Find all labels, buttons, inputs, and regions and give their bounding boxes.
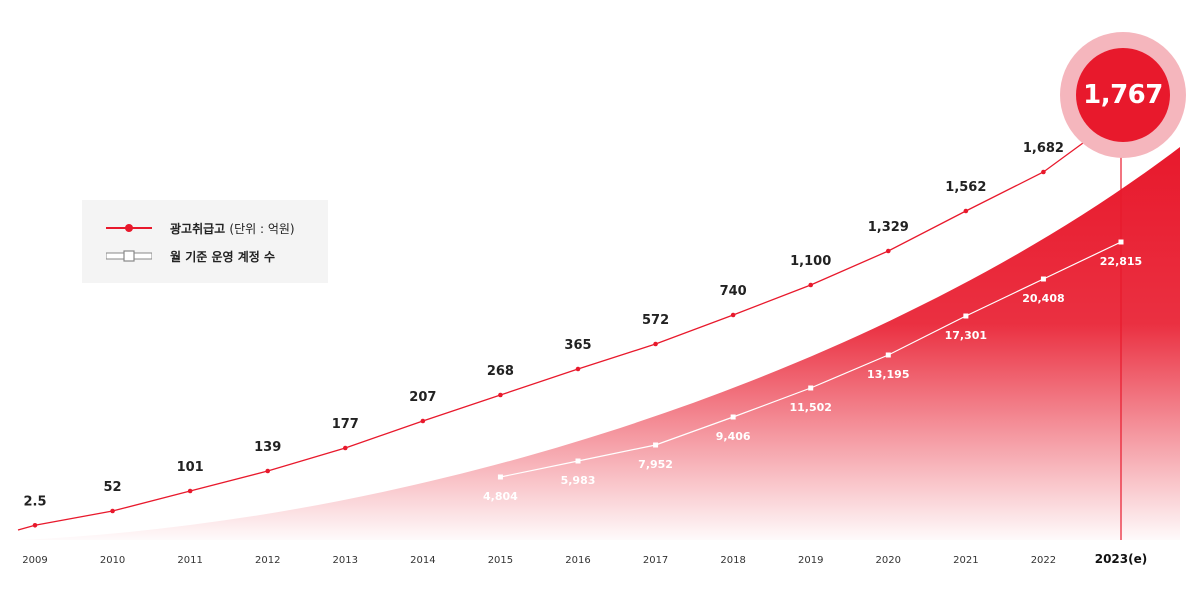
ad-revenue-label: 268 [487,364,514,379]
x-tick-label: 2010 [100,555,125,566]
ad-revenue-point [342,445,348,451]
accounts-point [963,313,969,319]
ad-revenue-point [110,508,115,514]
ad-revenue-point [885,248,891,254]
ad-revenue-point [730,312,736,318]
x-tick-label: 2022 [1031,555,1056,566]
ad-revenue-label: 1,562 [945,180,986,195]
ad-revenue-label: 207 [409,390,436,405]
accounts-label: 13,195 [867,368,909,381]
accounts-point [653,442,659,448]
x-tick-label: 2012 [255,555,280,566]
highlight-value: 1,767 [1083,80,1163,110]
x-tick-label: 2015 [488,555,513,566]
x-tick-label: 2016 [565,555,590,566]
x-tick-label: 2009 [22,555,47,566]
legend-item-accounts: 월 기준 운영 계정 수 [106,246,275,266]
accounts-point [885,352,891,358]
x-tick-label: 2014 [410,555,435,566]
accounts-label: 9,406 [716,430,751,443]
ad-revenue-point [653,341,658,347]
legend-label-ad-revenue: 광고취급고 (단위 : 억원) [170,221,295,236]
ad-revenue-label: 101 [177,460,204,475]
ad-revenue-point [420,418,426,424]
x-tick-label: 2020 [876,555,901,566]
accounts-point [808,385,814,391]
ad-revenue-point [498,392,503,398]
ad-revenue-point [265,468,271,474]
red-line-dot-icon [106,224,152,232]
ad-revenue-point [32,522,38,528]
ad-revenue-label: 177 [332,417,359,432]
x-tick-label: 2023(e) [1095,552,1148,566]
x-tick-label: 2021 [953,555,978,566]
ad-revenue-point [187,488,193,494]
chart-legend: 광고취급고 (단위 : 억원) 월 기준 운영 계정 수 [82,200,328,283]
highlight-badge-inner: 1,767 [1076,48,1170,142]
accounts-point [1118,239,1124,245]
accounts-label: 17,301 [945,329,987,342]
x-tick-label: 2011 [177,555,202,566]
ad-revenue-label: 572 [642,313,669,328]
x-tick-label: 2017 [643,555,668,566]
accounts-label: 5,983 [561,474,596,487]
accounts-label: 20,408 [1022,292,1064,305]
legend-label-accounts: 월 기준 운영 계정 수 [170,249,276,264]
accounts-label: 11,502 [789,401,831,414]
accounts-point [575,458,581,464]
x-tick-label: 2019 [798,555,823,566]
highlight-badge: 1,767 [1060,32,1186,158]
accounts-point [1040,276,1046,282]
accounts-label: 7,952 [638,458,673,471]
ad-revenue-label: 1,682 [1023,141,1064,156]
ad-revenue-label: 52 [104,480,122,495]
ad-revenue-point [1041,169,1046,175]
accounts-point [497,474,503,480]
ad-revenue-label: 139 [254,440,281,455]
accounts-label: 22,815 [1100,255,1142,268]
background-area [20,147,1180,540]
ad-revenue-label: 2.5 [23,494,46,509]
legend-item-ad-revenue: 광고취급고 (단위 : 억원) [106,218,295,238]
ad-revenue-point [808,282,814,288]
ad-revenue-point [575,366,581,372]
ad-revenue-label: 365 [564,338,591,353]
accounts-label: 4,804 [483,490,518,503]
ad-revenue-label: 1,329 [868,220,909,235]
ad-revenue-label: 1,100 [790,254,831,269]
x-tick-label: 2013 [333,555,358,566]
ad-revenue-point [963,208,969,214]
ad-revenue-label: 740 [720,284,747,299]
accounts-point [730,414,736,420]
x-tick-label: 2018 [720,555,745,566]
white-line-square-icon [106,250,152,262]
ad-revenue-line [17,131,1099,531]
